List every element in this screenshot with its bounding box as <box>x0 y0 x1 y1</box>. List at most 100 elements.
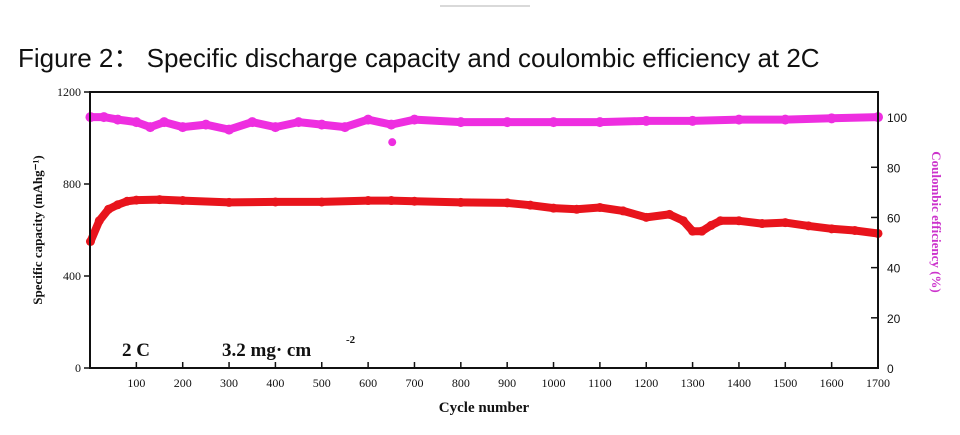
efficiency-point <box>159 117 170 128</box>
capacity-point <box>572 204 582 214</box>
x-tick-label: 800 <box>452 376 470 390</box>
efficiency-point <box>733 114 744 125</box>
x-tick-label: 400 <box>266 376 284 390</box>
efficiency-point <box>177 122 188 133</box>
efficiency-point <box>502 117 513 128</box>
capacity-point <box>502 198 512 208</box>
x-tick-label: 1300 <box>681 376 705 390</box>
efficiency-point <box>200 119 211 130</box>
y-right-axis-label: Coulombic efficiency (%) <box>929 151 944 293</box>
efficiency-outlier-point <box>388 138 397 147</box>
x-tick-label: 1000 <box>542 376 566 390</box>
efficiency-point <box>363 114 374 125</box>
y-right-tick-label: 100 <box>887 111 907 125</box>
efficiency-series <box>85 112 883 147</box>
efficiency-point <box>247 117 258 128</box>
capacity-point <box>363 196 373 206</box>
efficiency-point <box>112 114 123 125</box>
y-right-tick-label: 0 <box>887 362 894 376</box>
efficiency-point <box>780 114 791 125</box>
efficiency-point <box>316 119 327 130</box>
efficiency-point <box>455 117 466 128</box>
capacity-point <box>155 195 165 205</box>
capacity-point <box>803 221 813 231</box>
capacity-point <box>104 204 114 214</box>
capacity-point <box>850 225 860 235</box>
x-tick-label: 200 <box>174 376 192 390</box>
capacity-point <box>122 196 132 206</box>
capacity-point <box>757 219 767 229</box>
y-right-tick-label: 80 <box>887 161 901 175</box>
x-tick-label: 700 <box>405 376 423 390</box>
efficiency-point <box>145 122 156 133</box>
capacity-point <box>549 203 559 213</box>
capacity-point <box>270 197 280 207</box>
capacity-point <box>697 226 707 236</box>
capacity-point <box>178 196 188 206</box>
capacity-point <box>641 212 651 222</box>
efficiency-point <box>826 113 837 124</box>
plot-frame <box>89 91 879 369</box>
efficiency-point <box>131 117 142 128</box>
efficiency-point <box>386 119 397 130</box>
capacity-point <box>706 220 716 230</box>
x-tick-label: 900 <box>498 376 516 390</box>
y-left-tick-label: 800 <box>63 177 81 191</box>
y-right-tick-label: 20 <box>887 312 901 326</box>
capacity-point <box>715 216 725 226</box>
x-tick-label: 100 <box>127 376 145 390</box>
y-right-tick-group: 0 20 40 60 80 100 <box>871 111 907 376</box>
x-tick-label: 1200 <box>634 376 658 390</box>
capacity-point <box>734 216 744 226</box>
cropped-heading-fragment <box>440 0 530 7</box>
capacity-point <box>688 226 698 236</box>
x-tick-label: 1600 <box>820 376 844 390</box>
x-tick-label: 1500 <box>773 376 797 390</box>
efficiency-point <box>270 122 281 133</box>
capacity-point <box>618 206 628 216</box>
capacity-point <box>113 200 123 210</box>
loading-annotation: 3.2 mg· cm <box>222 340 311 361</box>
x-tick-label: 600 <box>359 376 377 390</box>
capacity-point <box>780 218 790 228</box>
x-tick-label: 1400 <box>727 376 751 390</box>
x-tick-label: 500 <box>313 376 331 390</box>
capacity-point <box>678 216 688 226</box>
capacity-point <box>827 224 837 234</box>
x-tick-group: 100 200 300 400 500 600 700 800 900 1000 1100 1200 1… <box>127 362 890 390</box>
efficiency-point <box>687 115 698 126</box>
efficiency-point <box>594 117 605 128</box>
y-left-tick-group: 0 400 800 1200 <box>57 85 90 375</box>
x-tick-label: 1700 <box>866 376 890 390</box>
efficiency-point <box>409 114 420 125</box>
y-left-tick-label: 0 <box>75 361 81 375</box>
efficiency-point <box>641 115 652 126</box>
capacity-point <box>456 197 466 207</box>
efficiency-point <box>224 124 235 135</box>
efficiency-point <box>339 122 350 133</box>
capacity-point <box>224 197 234 207</box>
efficiency-point <box>293 117 304 128</box>
x-tick-label: 1100 <box>588 376 612 390</box>
rate-annotation: 2 C <box>122 340 150 361</box>
x-tick-label: 300 <box>220 376 238 390</box>
capacity-point <box>386 196 396 206</box>
y-right-tick-label: 60 <box>887 211 901 225</box>
capacity-point <box>317 197 327 207</box>
x-axis-label: Cycle number <box>439 400 530 416</box>
efficiency-point <box>98 112 109 123</box>
y-left-axis-label: Specific capacity (mAhg⁻¹) <box>30 155 45 304</box>
y-right-tick-label: 40 <box>887 262 901 276</box>
capacity-point <box>94 216 104 226</box>
figure-title: Figure 2： Specific discharge capacity an… <box>18 43 820 73</box>
capacity-point <box>595 202 605 212</box>
capacity-point <box>525 200 535 210</box>
y-left-tick-label: 400 <box>63 269 81 283</box>
y-left-tick-label: 1200 <box>57 85 81 99</box>
capacity-point <box>409 196 419 206</box>
efficiency-point <box>548 117 559 128</box>
capacity-point <box>664 209 674 219</box>
loading-exponent: -2 <box>346 334 356 346</box>
capacity-series <box>85 195 883 246</box>
